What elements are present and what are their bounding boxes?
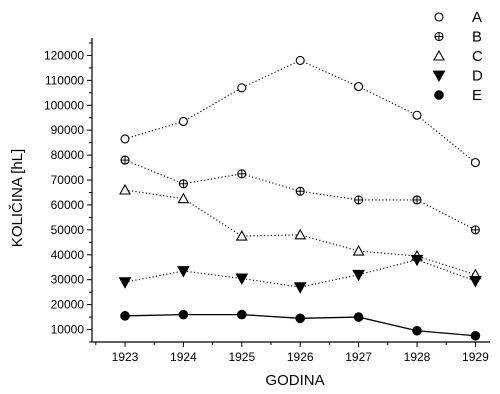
data-point-C-1923 — [119, 183, 131, 195]
data-point-E-1926 — [295, 313, 306, 324]
legend-marker-D — [432, 70, 446, 83]
data-point-A-1925 — [237, 83, 247, 93]
data-point-B-1926 — [295, 186, 305, 196]
y-tick-label: 80000 — [51, 148, 85, 162]
legend-item-B: B — [434, 29, 482, 46]
data-point-D-1927 — [352, 269, 365, 282]
y-tick-label: 30000 — [51, 273, 85, 287]
legend-label-A: A — [472, 9, 482, 26]
data-point-C-1924 — [177, 192, 190, 204]
series-E — [120, 309, 481, 341]
series-line-A — [124, 59, 476, 164]
legend-label-C: C — [472, 48, 483, 65]
data-point-B-1928 — [412, 195, 422, 205]
data-point-D-1923 — [118, 277, 132, 289]
data-point-A-1928 — [412, 110, 422, 120]
data-point-C-1926 — [294, 228, 307, 240]
x-tick-label: 1926 — [287, 350, 314, 364]
series-C — [119, 183, 482, 280]
y-tick-label: 90000 — [51, 123, 85, 137]
legend-label-D: D — [472, 68, 483, 85]
data-point-A-1926 — [295, 55, 305, 65]
legend-label-E: E — [472, 87, 482, 104]
legend-marker-B — [434, 31, 444, 42]
legend-marker-E — [434, 90, 444, 100]
data-point-E-1924 — [178, 309, 189, 320]
data-point-B-1925 — [237, 169, 247, 179]
y-tick-label: 120000 — [44, 48, 84, 62]
y-axis-title: KOLIČINA [hL] — [9, 149, 26, 247]
x-tick-label: 1927 — [345, 350, 372, 364]
data-point-B-1929 — [470, 225, 480, 235]
legend-label-B: B — [472, 29, 482, 46]
y-tick-label: 20000 — [51, 298, 85, 312]
data-point-A-1924 — [178, 116, 188, 127]
data-point-B-1923 — [120, 155, 130, 165]
data-point-E-1927 — [353, 312, 364, 322]
x-tick-label: 1925 — [228, 350, 255, 364]
x-tick-label: 1924 — [170, 350, 197, 364]
data-point-E-1928 — [412, 325, 422, 336]
legend-item-E: E — [434, 87, 482, 104]
data-point-A-1929 — [470, 158, 480, 168]
legend-marker-A — [434, 12, 444, 22]
data-point-D-1928 — [410, 254, 424, 267]
series-B — [120, 155, 480, 235]
y-tick-label: 100000 — [44, 98, 84, 112]
y-tick-label: 110000 — [45, 73, 84, 87]
y-tick-label: 70000 — [51, 173, 85, 187]
data-point-D-1929 — [469, 276, 482, 288]
data-point-E-1925 — [237, 309, 247, 320]
y-tick-label: 50000 — [51, 223, 85, 237]
series-layer — [118, 55, 482, 341]
data-point-A-1923 — [120, 134, 130, 144]
data-point-D-1926 — [293, 282, 307, 294]
x-axis-title: GODINA — [265, 372, 324, 389]
data-point-C-1925 — [235, 229, 248, 241]
x-tick-label: 1923 — [112, 350, 139, 364]
x-tick-label: 1928 — [404, 350, 431, 364]
data-point-C-1927 — [352, 244, 365, 256]
data-point-E-1929 — [470, 330, 481, 341]
series-D — [118, 254, 482, 294]
data-point-E-1923 — [120, 311, 130, 321]
legend-item-A: A — [434, 9, 482, 26]
data-point-B-1924 — [178, 179, 188, 189]
data-point-B-1927 — [354, 195, 364, 205]
y-tick-label: 60000 — [51, 198, 85, 212]
data-point-D-1924 — [177, 266, 190, 278]
y-tick-label: 40000 — [51, 248, 85, 262]
legend-marker-C — [433, 49, 445, 61]
axes: 10000 20000 30000 40000 50000 60000 70000 80000… — [44, 38, 490, 364]
legend-item-C: C — [433, 48, 483, 65]
y-tick-label: 10000 — [51, 323, 85, 337]
x-tick-label: 1929 — [462, 350, 489, 364]
data-point-D-1925 — [235, 273, 249, 285]
data-point-A-1927 — [354, 82, 364, 92]
series-A — [120, 55, 480, 168]
legend-item-D: D — [432, 68, 483, 85]
